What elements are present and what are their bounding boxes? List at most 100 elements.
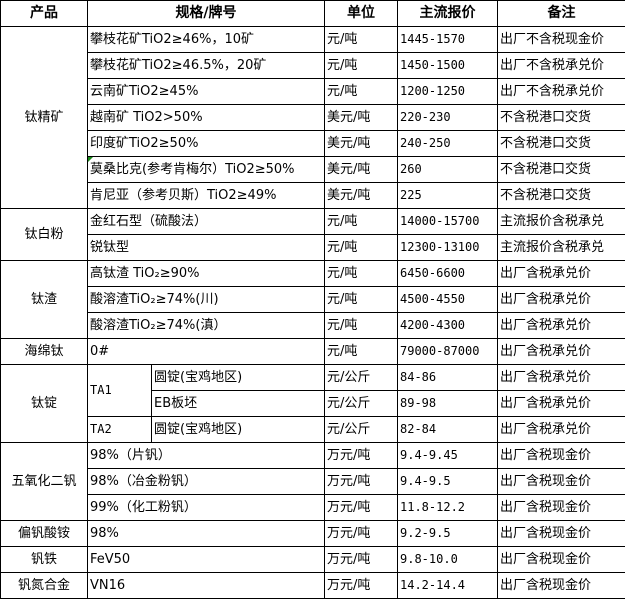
spec-cell: 肯尼亚（参考贝斯）TiO2≥49% (87, 182, 325, 209)
product-cell: 钛锭 (0, 364, 88, 443)
product-cell: 钛渣 (0, 260, 88, 339)
note-cell: 出厂含税现金价 (497, 442, 625, 469)
price-cell: 240-250 (397, 130, 498, 157)
table-row: 钛精矿 攀枝花矿TiO2≥46%，10矿 元/吨 1445-1570 出厂不含税现金价 (0, 26, 625, 209)
price-cell: 79000-87000 (397, 338, 498, 365)
unit-cell: 元/公斤 (324, 364, 398, 391)
price-cell: 9.4-9.5 (397, 468, 498, 495)
spec-cell: 攀枝花矿TiO2≥46%，10矿 (87, 26, 325, 53)
price-cell: 84-86 (397, 364, 498, 391)
table-row: 锐钛型 元/吨 12300-13100 主流报价含税承兑 (1, 234, 625, 261)
table-row: 钒氮合金 VN16 万元/吨 14.2-14.4 出厂含税现金价 (0, 572, 625, 599)
spec-cell: 攀枝花矿TiO2≥46.5%，20矿 (87, 52, 325, 79)
price-cell: 82-84 (397, 416, 498, 443)
spec-cell: 金红石型（硫酸法） (87, 208, 325, 235)
price-cell: 11.8-12.2 (397, 494, 498, 521)
unit-cell: 美元/吨 (324, 130, 398, 157)
table-row: 肯尼亚（参考贝斯）TiO2≥49% 美元/吨 225 不含税港口交货 (1, 182, 625, 209)
unit-cell: 元/吨 (324, 208, 398, 235)
spec-cell: 99%（化工粉钒） (87, 494, 325, 521)
unit-cell: 万元/吨 (324, 494, 398, 521)
unit-cell: 元/吨 (324, 338, 398, 365)
note-cell: 出厂含税现金价 (497, 468, 625, 495)
price-cell: 12300-13100 (397, 234, 498, 261)
unit-cell: 美元/吨 (324, 182, 398, 209)
spec-cell: 高钛渣 TiO₂≥90% (87, 260, 325, 287)
price-cell: 14.2-14.4 (397, 572, 498, 599)
note-cell: 主流报价含税承兑 (497, 208, 625, 235)
unit-cell: 万元/吨 (324, 520, 398, 547)
product-cell: 钛白粉 (0, 208, 88, 261)
price-cell: 220-230 (397, 104, 498, 131)
product-cell: 海绵钛 (0, 338, 88, 365)
note-cell: 主流报价含税承兑 (497, 234, 625, 261)
table-row: 酸溶渣TiO₂≥74%(川) 元/吨 4500-4550 出厂含税承兑价 (1, 286, 625, 313)
note-cell: 出厂不含税承兑价 (497, 78, 625, 105)
spec-cell: 越南矿 TiO2>50% (87, 104, 325, 131)
unit-cell: 元/公斤 (324, 416, 398, 443)
price-cell: 1450-1500 (397, 52, 498, 79)
spec-cell: 圆锭(宝鸡地区) (151, 416, 325, 443)
grade-cell: TA1 (87, 364, 152, 417)
unit-cell: 万元/吨 (324, 572, 398, 599)
price-cell: 260 (397, 156, 498, 183)
price-cell: 225 (397, 182, 498, 209)
unit-cell: 元/吨 (324, 260, 398, 287)
header-row: 产品 规格/牌号 单位 主流报价 备注 (0, 0, 625, 27)
spec-cell: 云南矿TiO2≥45% (87, 78, 325, 105)
note-cell: 出厂含税承兑价 (497, 260, 625, 287)
header-price: 主流报价 (397, 0, 498, 27)
price-cell: 9.8-10.0 (397, 546, 498, 573)
table-row: 五氧化二钒 98%（片钒） 万元/吨 9.4-9.45 出厂含税现金价 (0, 442, 625, 521)
spec-cell: 98% (87, 520, 325, 547)
price-cell: 9.2-9.5 (397, 520, 498, 547)
note-cell: 不含税港口交货 (497, 182, 625, 209)
unit-cell: 美元/吨 (324, 104, 398, 131)
note-cell: 出厂含税承兑价 (497, 286, 625, 313)
note-cell: 出厂不含税现金价 (497, 26, 625, 53)
table-row: 钛锭 TA1 圆锭(宝鸡地区) 元/公斤 84-86 出厂含税承兑价 (0, 364, 625, 443)
header-spec: 规格/牌号 (87, 0, 325, 27)
note-cell: 不含税港口交货 (497, 104, 625, 131)
note-cell: 出厂含税现金价 (497, 572, 625, 599)
note-cell: 不含税港口交货 (497, 156, 625, 183)
note-cell: 出厂含税承兑价 (497, 312, 625, 339)
note-cell: 出厂含税现金价 (497, 546, 625, 573)
spec-cell: 印度矿TiO2≥50% (87, 130, 325, 157)
header-product: 产品 (0, 0, 88, 27)
unit-cell: 元/公斤 (324, 390, 398, 417)
price-cell: 4200-4300 (397, 312, 498, 339)
unit-cell: 美元/吨 (324, 156, 398, 183)
price-cell: 89-98 (397, 390, 498, 417)
table-body: 钛精矿 攀枝花矿TiO2≥46%，10矿 元/吨 1445-1570 出厂不含税现金价攀… (0, 26, 625, 599)
spec-cell: 酸溶渣TiO₂≥74%(川) (87, 286, 325, 313)
note-cell: 出厂含税承兑价 (497, 390, 625, 417)
unit-cell: 元/吨 (324, 26, 398, 53)
spec-cell: 98%（片钒） (87, 442, 325, 469)
note-cell: 出厂含税现金价 (497, 520, 625, 547)
table-row: 海绵钛 0# 元/吨 79000-87000 出厂含税承兑价 (0, 338, 625, 365)
spec-cell: 酸溶渣TiO₂≥74%(滇） (87, 312, 325, 339)
unit-cell: 元/吨 (324, 286, 398, 313)
spec-cell: 98%（冶金粉钒） (87, 468, 325, 495)
unit-cell: 元/吨 (324, 312, 398, 339)
spec-cell: 圆锭(宝鸡地区) (151, 364, 325, 391)
table-row: 偏钒酸铵 98% 万元/吨 9.2-9.5 出厂含税现金价 (0, 520, 625, 547)
table-row: 钒铁 FeV50 万元/吨 9.8-10.0 出厂含税现金价 (0, 546, 625, 573)
header-note: 备注 (497, 0, 625, 27)
note-cell: 出厂含税承兑价 (497, 364, 625, 391)
note-cell: 出厂含税现金价 (497, 494, 625, 521)
unit-cell: 元/吨 (324, 234, 398, 261)
price-cell: 14000-15700 (397, 208, 498, 235)
table-row: 98%（冶金粉钒） 万元/吨 9.4-9.5 出厂含税现金价 (1, 468, 625, 495)
price-cell: 6450-6600 (397, 260, 498, 287)
spec-cell: EB板坯 (151, 390, 325, 417)
grade-cell: TA2 (87, 416, 152, 443)
product-cell: 钛精矿 (0, 26, 88, 209)
product-cell: 钒铁 (0, 546, 88, 573)
product-cell: 五氧化二钒 (0, 442, 88, 521)
table-row: TA2 圆锭(宝鸡地区) 元/公斤 82-84 出厂含税承兑价 (1, 416, 625, 443)
price-cell: 1200-1250 (397, 78, 498, 105)
price-cell: 1445-1570 (397, 26, 498, 53)
